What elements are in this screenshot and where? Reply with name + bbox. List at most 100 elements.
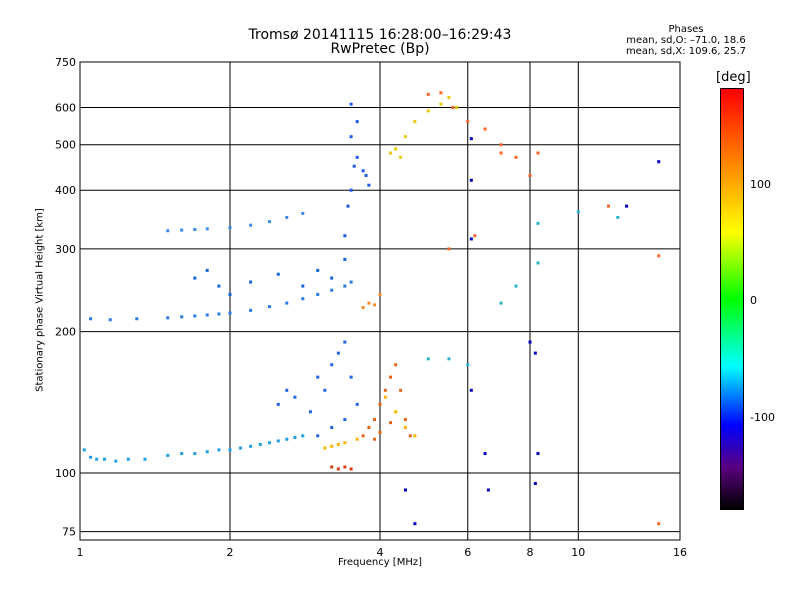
data-point bbox=[355, 437, 359, 441]
colorbar-title: [deg] bbox=[716, 70, 751, 85]
data-point bbox=[657, 160, 661, 164]
data-point bbox=[389, 151, 393, 155]
y-tick-label: 500 bbox=[55, 139, 76, 152]
phase-colorbar bbox=[720, 88, 744, 510]
data-point bbox=[378, 292, 382, 296]
data-point bbox=[426, 357, 430, 361]
y-tick-label: 750 bbox=[55, 56, 76, 69]
data-point bbox=[336, 351, 340, 355]
data-point bbox=[399, 388, 403, 392]
data-point bbox=[466, 363, 470, 367]
data-point bbox=[193, 452, 197, 456]
data-point bbox=[217, 448, 221, 452]
data-point bbox=[514, 155, 518, 159]
data-point bbox=[217, 284, 221, 288]
data-point bbox=[323, 446, 327, 450]
data-point bbox=[447, 96, 451, 100]
data-point bbox=[343, 257, 347, 261]
data-point bbox=[323, 388, 327, 392]
echo-points bbox=[82, 91, 661, 526]
data-point bbox=[103, 457, 107, 461]
data-point bbox=[330, 465, 334, 469]
data-point bbox=[473, 234, 477, 238]
data-point bbox=[447, 247, 451, 251]
data-point bbox=[439, 102, 443, 106]
data-point bbox=[483, 127, 487, 131]
data-point bbox=[466, 120, 470, 124]
data-point bbox=[193, 227, 197, 231]
data-point bbox=[316, 434, 320, 438]
data-point bbox=[285, 388, 289, 392]
data-point bbox=[367, 183, 371, 187]
data-point bbox=[483, 452, 487, 456]
data-point bbox=[514, 284, 518, 288]
y-tick-label: 300 bbox=[55, 243, 76, 256]
data-point bbox=[616, 215, 620, 219]
data-point bbox=[657, 522, 661, 526]
data-point bbox=[249, 280, 253, 284]
data-point bbox=[114, 459, 118, 463]
data-point bbox=[383, 395, 387, 399]
data-point bbox=[378, 430, 382, 434]
data-point bbox=[285, 301, 289, 305]
data-point bbox=[373, 417, 377, 421]
data-point bbox=[249, 308, 253, 312]
data-point bbox=[389, 375, 393, 379]
data-point bbox=[308, 410, 312, 414]
data-point bbox=[349, 375, 353, 379]
chart-title: Tromsø 20141115 16:28:00–16:29:43 bbox=[248, 27, 512, 43]
data-point bbox=[180, 315, 184, 319]
data-point bbox=[399, 155, 403, 159]
data-point bbox=[330, 363, 334, 367]
data-point bbox=[343, 234, 347, 238]
x-tick-label: 10 bbox=[571, 546, 585, 559]
data-point bbox=[330, 288, 334, 292]
x-tick-label: 4 bbox=[377, 546, 384, 559]
data-point bbox=[413, 434, 417, 438]
data-point bbox=[193, 276, 197, 280]
data-point bbox=[451, 106, 455, 110]
data-point bbox=[367, 301, 371, 305]
x-tick-label: 2 bbox=[227, 546, 234, 559]
data-point bbox=[352, 164, 356, 168]
data-point bbox=[355, 155, 359, 159]
plot-frame bbox=[79, 61, 681, 541]
data-point bbox=[285, 437, 289, 441]
data-point bbox=[205, 313, 209, 317]
data-point bbox=[536, 151, 540, 155]
x-tick-labels: 1 2 4 6 8 10 16 bbox=[77, 546, 688, 559]
data-point bbox=[499, 143, 503, 147]
data-point bbox=[346, 204, 350, 208]
data-point bbox=[625, 204, 629, 208]
colorbar-tick-100: 100 bbox=[750, 178, 771, 191]
y-tick-label: 200 bbox=[55, 326, 76, 339]
data-point bbox=[180, 452, 184, 456]
grid-lines bbox=[80, 62, 680, 540]
data-point bbox=[293, 436, 297, 440]
data-point bbox=[403, 417, 407, 421]
data-point bbox=[355, 402, 359, 406]
data-point bbox=[536, 221, 540, 225]
data-point bbox=[657, 254, 661, 258]
data-point bbox=[408, 434, 412, 438]
data-point bbox=[413, 522, 417, 526]
data-point bbox=[276, 402, 280, 406]
phase-heading: Phases bbox=[668, 24, 704, 35]
data-point bbox=[276, 439, 280, 443]
data-point bbox=[108, 318, 112, 322]
x-tick-label: 6 bbox=[464, 546, 471, 559]
data-point bbox=[205, 227, 209, 231]
data-point bbox=[95, 457, 99, 461]
data-point bbox=[330, 444, 334, 448]
y-tick-labels: 75 100 200 300 400 500 600 750 bbox=[55, 56, 76, 539]
phase-x-stats: mean, sd,X: 109.6, 25.7 bbox=[625, 46, 747, 57]
data-point bbox=[343, 284, 347, 288]
data-point bbox=[228, 292, 232, 296]
data-point bbox=[316, 268, 320, 272]
data-point bbox=[258, 442, 262, 446]
data-point bbox=[403, 135, 407, 139]
data-point bbox=[228, 311, 232, 315]
data-point bbox=[373, 303, 377, 307]
data-point bbox=[293, 395, 297, 399]
data-point bbox=[403, 488, 407, 492]
